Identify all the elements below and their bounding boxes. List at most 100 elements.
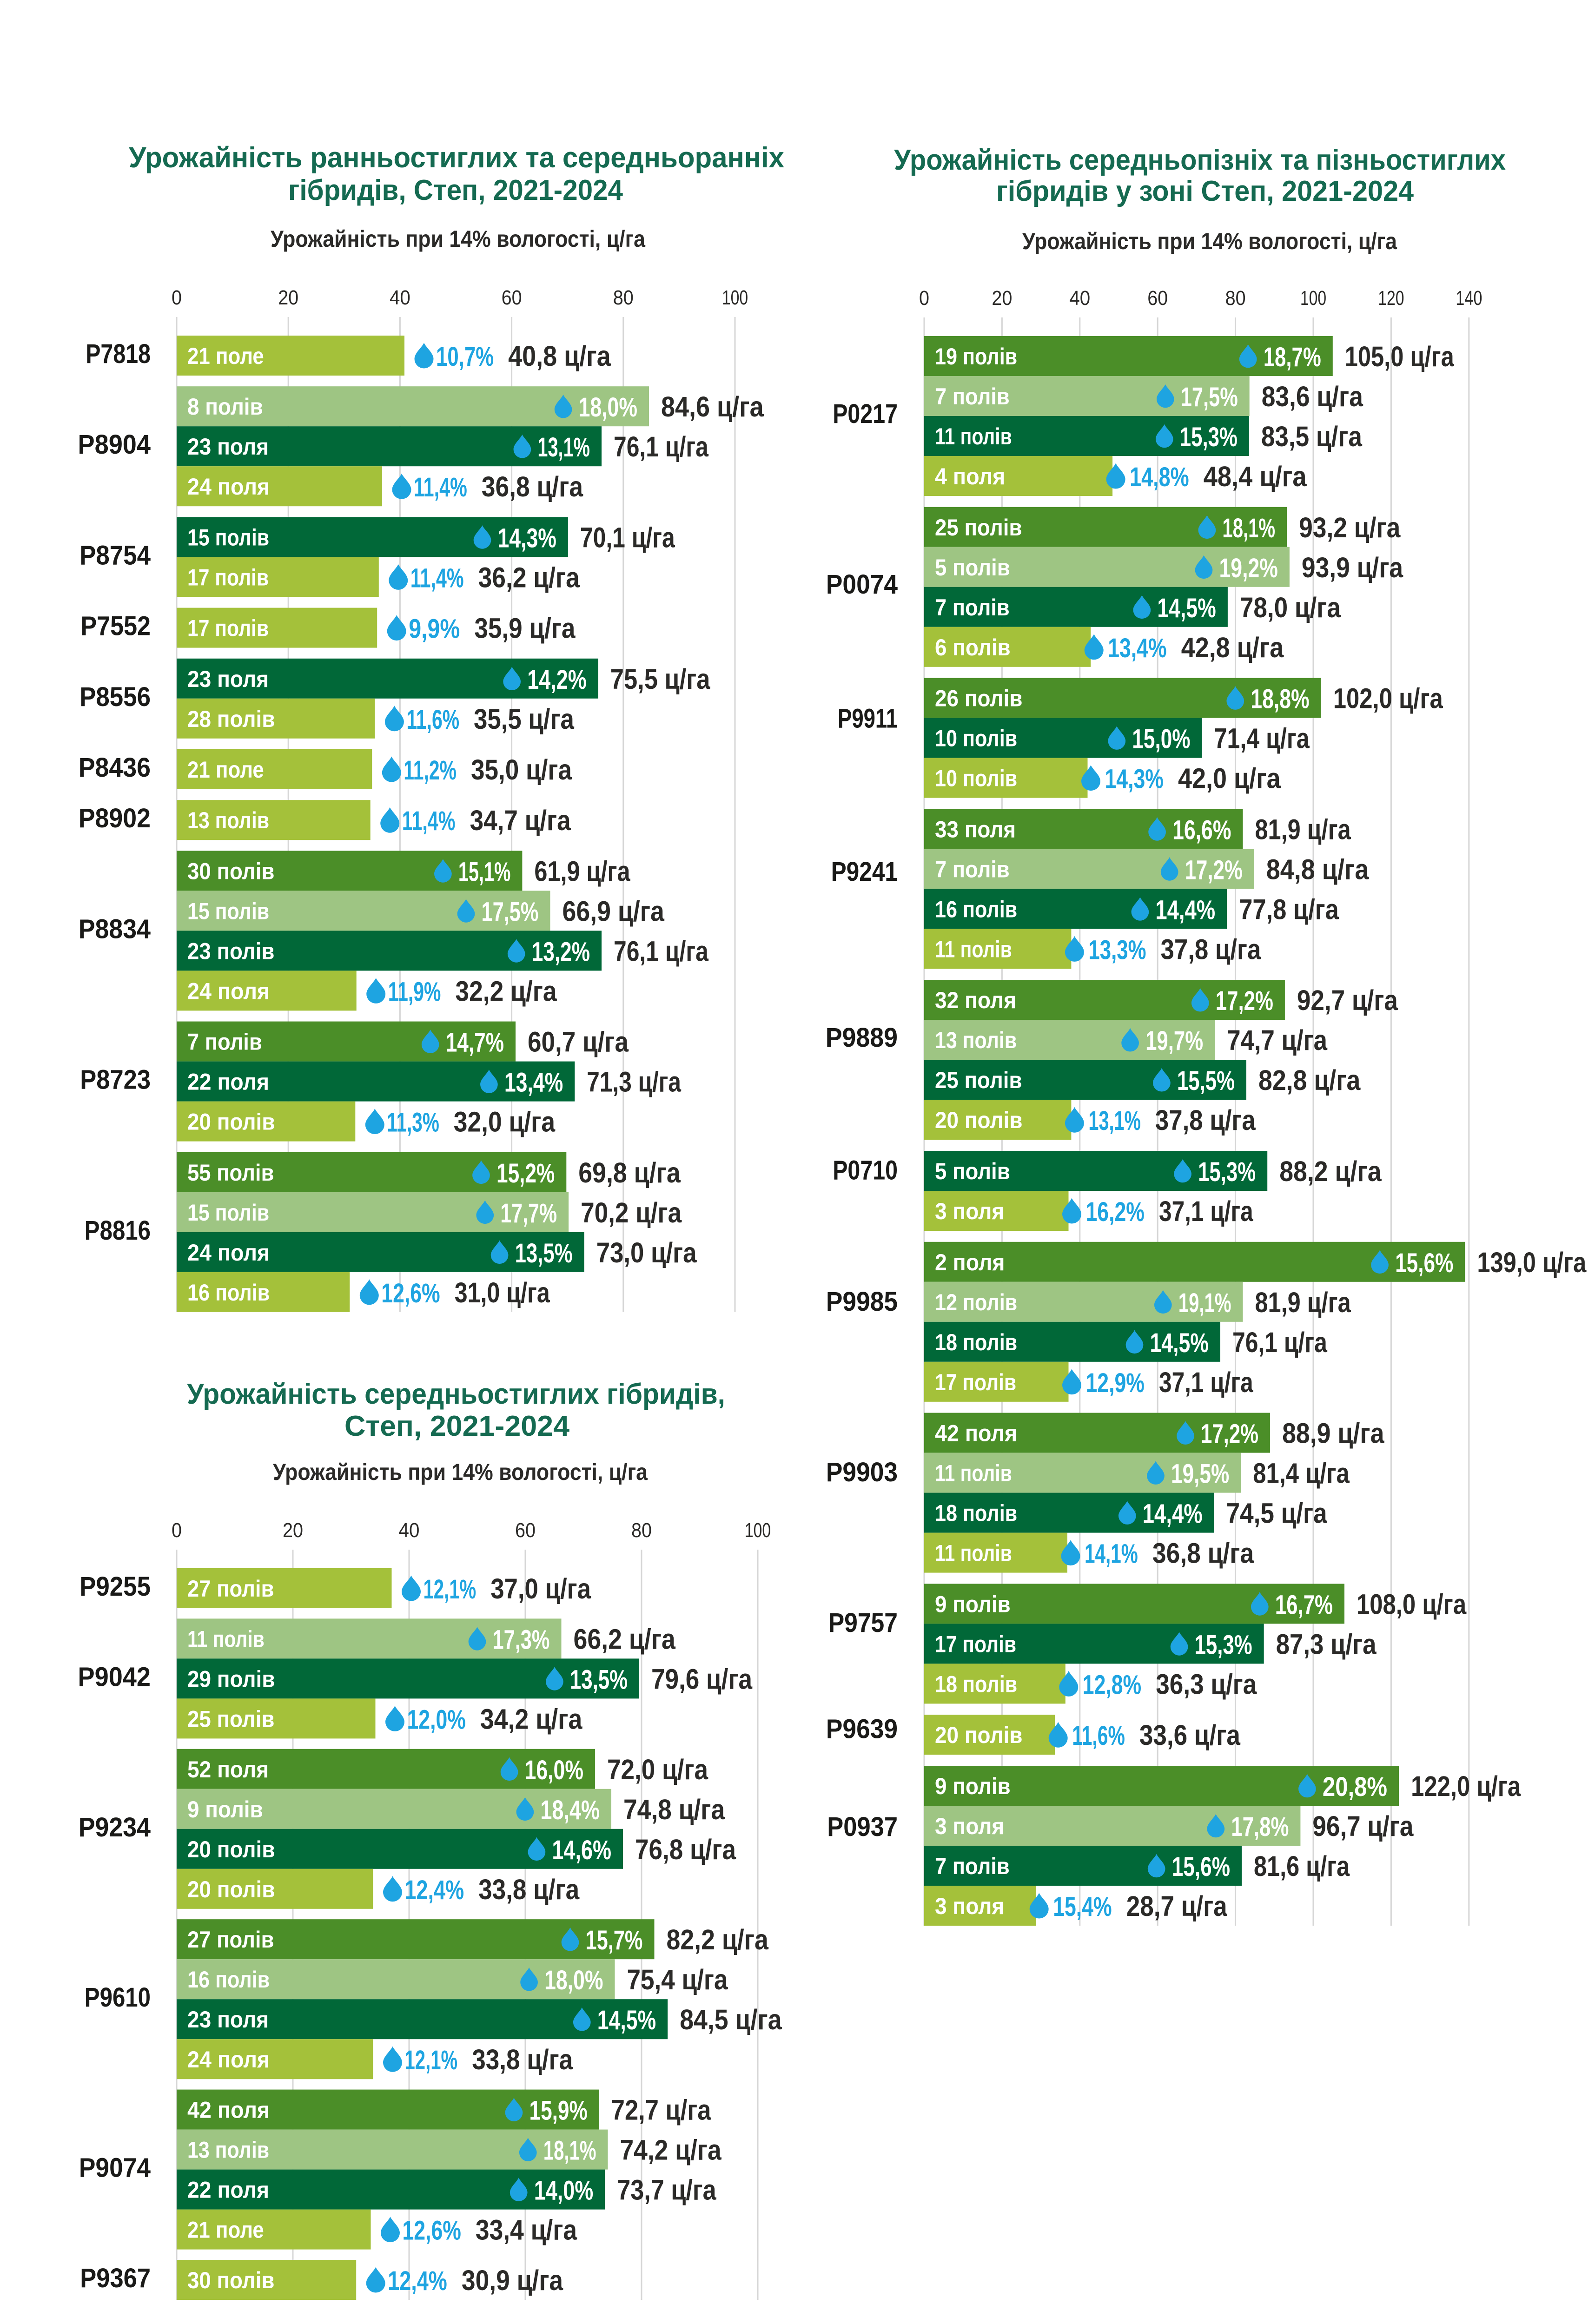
svg-text:25 полів: 25 полів (187, 1706, 275, 1732)
svg-text:81,6 ц/га: 81,6 ц/га (1254, 1850, 1350, 1882)
svg-text:42,8 ц/га: 42,8 ц/га (1181, 632, 1284, 663)
svg-text:27 полів: 27 полів (187, 1576, 274, 1602)
svg-text:16,7%: 16,7% (1275, 1590, 1333, 1620)
svg-text:102,0 ц/га: 102,0 ц/га (1333, 683, 1443, 714)
svg-text:15 полів: 15 полів (187, 1200, 269, 1226)
svg-text:гібридів, Степ, 2021-2024: гібридів, Степ, 2021-2024 (288, 174, 623, 206)
svg-text:23 полів: 23 полів (187, 938, 275, 964)
svg-text:37,1 ц/га: 37,1 ц/га (1159, 1195, 1254, 1227)
svg-text:35,0 ц/га: 35,0 ц/га (471, 754, 572, 786)
svg-text:11 полів: 11 полів (935, 1460, 1012, 1486)
svg-text:11 полів: 11 полів (935, 1540, 1012, 1566)
svg-text:17,5%: 17,5% (1181, 382, 1238, 412)
svg-text:13,5%: 13,5% (515, 1238, 573, 1268)
svg-text:6 полів: 6 полів (935, 634, 1011, 660)
svg-text:15,9%: 15,9% (529, 2096, 588, 2126)
svg-text:88,9 ц/га: 88,9 ц/га (1282, 1418, 1384, 1449)
svg-text:9 полів: 9 полів (935, 1773, 1011, 1799)
svg-text:10,7%: 10,7% (436, 342, 494, 372)
svg-text:15,3%: 15,3% (1180, 422, 1238, 452)
svg-text:80: 80 (1225, 287, 1246, 310)
svg-text:14,8%: 14,8% (1130, 462, 1189, 492)
svg-text:13,4%: 13,4% (504, 1068, 563, 1098)
svg-text:18,0%: 18,0% (544, 1965, 603, 1995)
svg-text:P8754: P8754 (79, 540, 151, 570)
svg-text:12,1%: 12,1% (405, 2045, 458, 2075)
svg-text:60: 60 (515, 1519, 536, 1542)
svg-text:15 полів: 15 полів (187, 524, 269, 550)
svg-text:21 поле: 21 поле (187, 2217, 264, 2243)
svg-text:20 полів: 20 полів (935, 1107, 1023, 1133)
svg-text:22 поля: 22 поля (187, 2177, 269, 2203)
svg-text:8 полів: 8 полів (187, 394, 263, 420)
svg-text:9 полів: 9 полів (935, 1591, 1011, 1617)
svg-text:18 полів: 18 полів (935, 1500, 1017, 1526)
svg-text:48,4 ц/га: 48,4 ц/га (1204, 461, 1307, 492)
svg-text:74,5 ц/га: 74,5 ц/га (1226, 1498, 1328, 1529)
svg-text:13 полів: 13 полів (187, 807, 269, 833)
svg-text:3 поля: 3 поля (935, 1893, 1004, 1919)
svg-text:21 поле: 21 поле (187, 343, 264, 369)
svg-text:16,2%: 16,2% (1086, 1197, 1145, 1227)
svg-text:Урожайність середньопізніх та: Урожайність середньопізніх та пізньостиг… (894, 144, 1506, 176)
svg-text:88,2 ц/га: 88,2 ц/га (1279, 1155, 1382, 1187)
svg-text:7 полів: 7 полів (935, 383, 1010, 409)
svg-text:4 поля: 4 поля (935, 463, 1005, 489)
svg-text:15,2%: 15,2% (496, 1158, 555, 1188)
svg-text:17 полів: 17 полів (935, 1631, 1016, 1657)
svg-text:70,2 ц/га: 70,2 ц/га (581, 1197, 682, 1228)
svg-text:P7552: P7552 (81, 611, 151, 641)
svg-text:29 полів: 29 полів (187, 1666, 275, 1692)
svg-text:32,0 ц/га: 32,0 ц/га (454, 1106, 556, 1138)
svg-text:17,3%: 17,3% (493, 1624, 550, 1655)
svg-text:Урожайність при 14% вологості,: Урожайність при 14% вологості, ц/га (1022, 228, 1397, 254)
svg-text:20 полів: 20 полів (187, 1109, 275, 1135)
svg-text:19,7%: 19,7% (1145, 1026, 1203, 1056)
svg-text:14,0%: 14,0% (534, 2176, 594, 2206)
svg-text:26 полів: 26 полів (935, 686, 1023, 712)
svg-text:33,8 ц/га: 33,8 ц/га (478, 1874, 580, 1905)
svg-text:16 полів: 16 полів (187, 1967, 270, 1993)
svg-text:40,8 ц/га: 40,8 ц/га (508, 340, 611, 372)
svg-text:75,5 ц/га: 75,5 ц/га (610, 663, 711, 695)
svg-text:10 полів: 10 полів (935, 766, 1017, 792)
svg-text:Урожайність при 14% вологості,: Урожайність при 14% вологості, ц/га (271, 226, 646, 252)
svg-text:12 полів: 12 полів (935, 1289, 1017, 1315)
svg-text:100: 100 (722, 286, 748, 309)
svg-text:14,4%: 14,4% (1155, 895, 1215, 925)
svg-text:P8556: P8556 (79, 682, 151, 712)
svg-text:20: 20 (992, 287, 1012, 310)
svg-text:40: 40 (399, 1519, 420, 1542)
svg-text:36,2 ц/га: 36,2 ц/га (478, 561, 580, 593)
svg-text:20: 20 (283, 1519, 303, 1542)
svg-text:P8436: P8436 (79, 753, 151, 783)
svg-text:P9903: P9903 (826, 1457, 898, 1487)
svg-text:76,1 ц/га: 76,1 ц/га (1232, 1327, 1328, 1358)
svg-text:70,1 ц/га: 70,1 ц/га (580, 522, 675, 553)
svg-text:12,4%: 12,4% (405, 1875, 464, 1905)
svg-text:55 полів: 55 полів (187, 1160, 274, 1186)
svg-text:14,3%: 14,3% (1105, 764, 1164, 794)
svg-text:11,2%: 11,2% (404, 755, 457, 786)
svg-text:15 полів: 15 полів (187, 898, 269, 924)
svg-text:12,8%: 12,8% (1083, 1670, 1141, 1700)
svg-text:10 полів: 10 полів (935, 726, 1017, 752)
svg-text:122,0 ц/га: 122,0 ц/га (1411, 1770, 1521, 1802)
svg-text:12,9%: 12,9% (1086, 1368, 1145, 1398)
svg-text:52 поля: 52 поля (187, 1756, 269, 1783)
svg-text:28,7 ц/га: 28,7 ц/га (1126, 1890, 1228, 1922)
svg-text:11 полів: 11 полів (187, 1626, 265, 1652)
svg-text:31,0 ц/га: 31,0 ц/га (455, 1277, 550, 1308)
svg-text:69,8 ц/га: 69,8 ц/га (578, 1157, 681, 1188)
svg-text:7 полів: 7 полів (935, 1853, 1010, 1879)
svg-text:16,6%: 16,6% (1172, 815, 1231, 845)
svg-text:19,1%: 19,1% (1178, 1288, 1231, 1318)
svg-text:13 полів: 13 полів (187, 2137, 269, 2163)
svg-text:140: 140 (1456, 287, 1482, 310)
svg-text:15,7%: 15,7% (586, 1925, 643, 1955)
svg-text:0: 0 (919, 287, 929, 310)
svg-text:14,2%: 14,2% (527, 665, 587, 695)
svg-text:37,0 ц/га: 37,0 ц/га (490, 1573, 591, 1604)
svg-text:20 полів: 20 полів (187, 1876, 275, 1902)
svg-text:83,6 ц/га: 83,6 ц/га (1262, 381, 1363, 412)
